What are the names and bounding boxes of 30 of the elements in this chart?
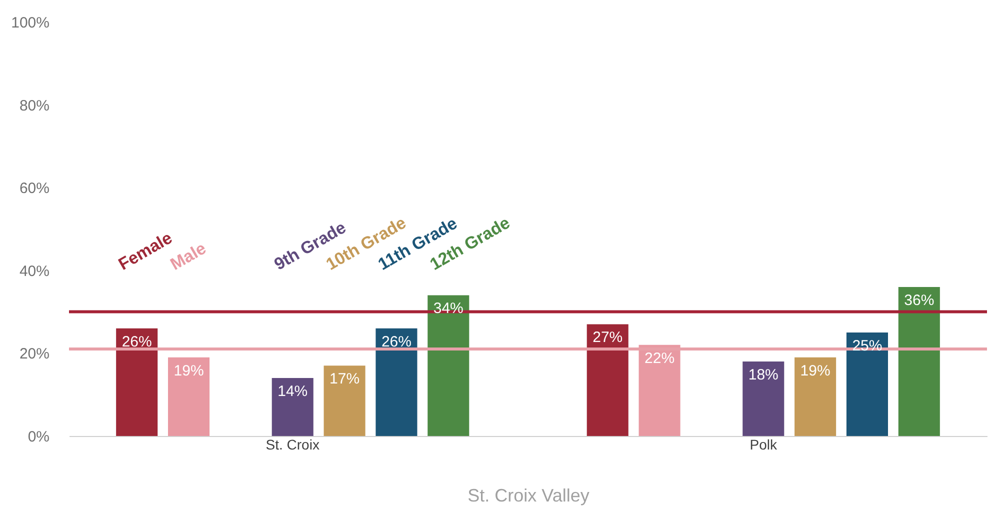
data-label: 26% [122,333,152,350]
data-label: 26% [381,333,412,350]
bar [794,357,836,436]
bar [324,366,366,436]
bar [846,332,888,436]
data-label: 36% [904,292,934,309]
y-tick-label: 0% [28,428,50,446]
bar [898,286,940,436]
y-tick-label: 100% [11,14,50,32]
x-tick-label: St. Croix [266,436,320,452]
y-tick-label: 60% [19,180,50,198]
y-tick-label: 40% [19,262,50,280]
bar [168,357,210,436]
x-tick-label: Polk [750,436,778,452]
bar [116,328,158,436]
data-label: 22% [644,350,675,367]
data-label: 27% [592,329,623,346]
data-label: 19% [800,362,830,380]
bar [428,295,470,436]
bar [586,324,628,436]
data-label: 17% [330,370,360,388]
data-label: 19% [174,362,204,380]
bar [272,378,314,436]
y-tick-label: 80% [19,97,50,114]
y-tick-label: 20% [19,346,50,363]
x-axis-title: St. Croix Valley [468,486,590,506]
data-label: 14% [278,383,308,400]
bar [742,361,784,436]
bar [376,328,418,436]
data-label: 18% [748,366,778,384]
